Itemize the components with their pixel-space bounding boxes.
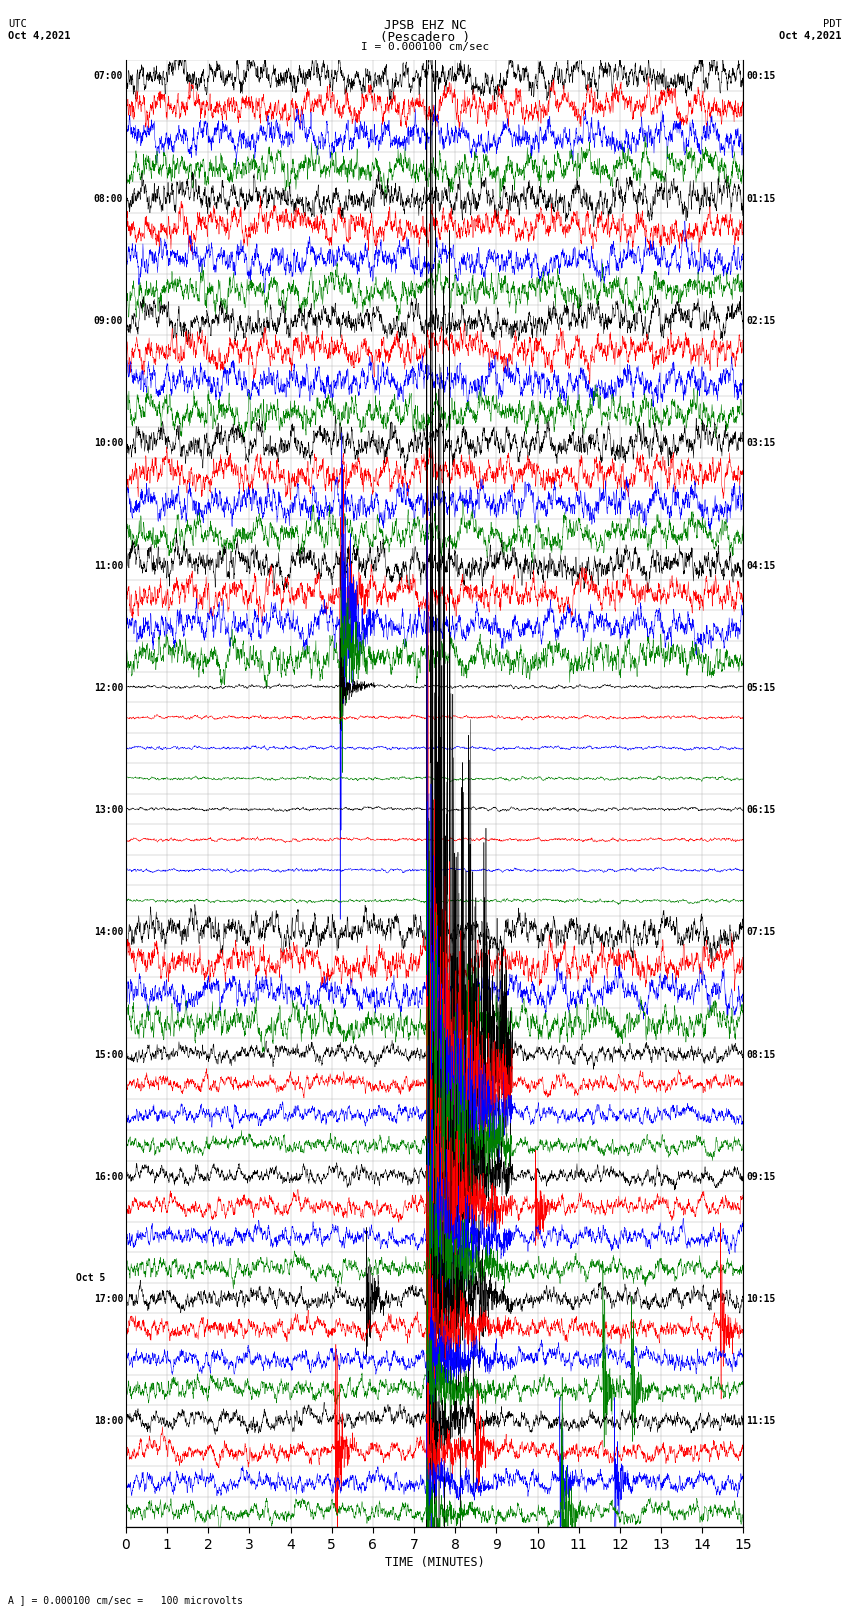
Text: Oct 5: Oct 5 xyxy=(76,1273,105,1282)
Text: Oct 4,2021: Oct 4,2021 xyxy=(779,31,842,40)
Text: I = 0.000100 cm/sec: I = 0.000100 cm/sec xyxy=(361,42,489,52)
Text: UTC: UTC xyxy=(8,19,27,29)
Text: (Pescadero ): (Pescadero ) xyxy=(380,31,470,44)
Text: Oct 4,2021: Oct 4,2021 xyxy=(8,31,71,40)
Text: A ] = 0.000100 cm/sec =   100 microvolts: A ] = 0.000100 cm/sec = 100 microvolts xyxy=(8,1595,243,1605)
Text: JPSB EHZ NC: JPSB EHZ NC xyxy=(383,19,467,32)
Text: PDT: PDT xyxy=(823,19,842,29)
X-axis label: TIME (MINUTES): TIME (MINUTES) xyxy=(385,1557,484,1569)
